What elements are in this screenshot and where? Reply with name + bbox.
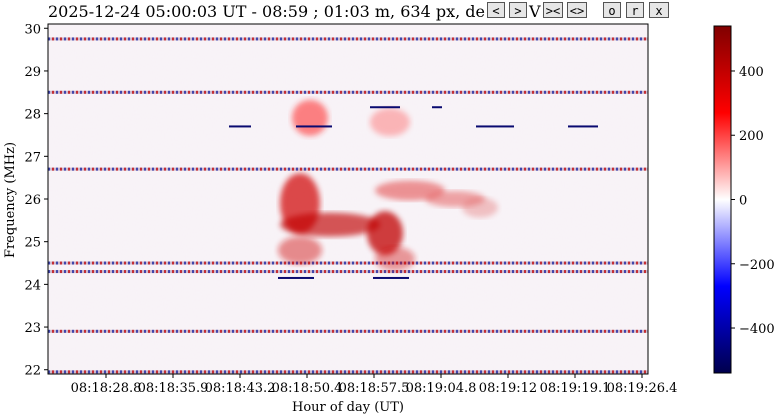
x-tick-label: 08:19:19.1 — [540, 381, 611, 396]
x-tick-label: 08:18:57.5 — [339, 381, 410, 396]
signal-segment — [229, 125, 251, 128]
x-tick-label: 08:19:12 — [479, 381, 537, 396]
burst-emission — [375, 246, 415, 271]
colorbar-tick-label: 200 — [739, 129, 764, 144]
signal-segment — [370, 106, 400, 109]
y-tick-label: 29 — [24, 65, 41, 80]
y-tick-label: 28 — [24, 108, 41, 123]
burst-emission — [462, 197, 498, 218]
burst-emission — [278, 236, 322, 265]
x-tick-label: 08:18:50.4 — [272, 381, 343, 396]
x-tick-label: 08:19:04.8 — [406, 381, 477, 396]
signal-segment — [373, 276, 409, 279]
y-axis-label: Frequency (MHz) — [3, 142, 18, 258]
signal-segment — [432, 106, 442, 109]
close-button[interactable]: x — [649, 2, 669, 18]
colorbar-tick-label: 400 — [739, 65, 764, 80]
colorbar — [713, 25, 732, 374]
heatmap-area — [48, 24, 648, 374]
y-tick-label: 25 — [24, 236, 41, 251]
signal-segment — [278, 276, 314, 279]
x-tick-label: 08:19:26.4 — [607, 381, 678, 396]
colorbar-tick-label: −200 — [739, 258, 775, 273]
o-button[interactable]: o — [603, 2, 621, 18]
x-tick-label: 08:18:43.2 — [205, 381, 276, 396]
next-button[interactable]: > — [509, 2, 527, 18]
zoom-out-button[interactable]: <> — [567, 2, 587, 18]
v-label: V — [529, 2, 541, 21]
burst-emission — [280, 212, 380, 237]
y-tick-label: 23 — [24, 321, 41, 336]
prev-button[interactable]: < — [487, 2, 505, 18]
signal-segment — [568, 125, 598, 128]
x-tick-label: 08:18:35.9 — [138, 381, 209, 396]
burst-emission — [367, 211, 403, 256]
x-axis-label: Hour of day (UT) — [292, 400, 404, 415]
signal-segment — [476, 125, 514, 128]
r-button[interactable]: r — [626, 2, 644, 18]
colorbar-tick-label: 0 — [739, 194, 747, 209]
burst-emission — [292, 99, 328, 136]
signal-segment — [296, 125, 332, 128]
plot-title: 2025-12-24 05:00:03 UT - 08:59 ; 01:03 m… — [48, 2, 485, 21]
y-tick-label: 30 — [24, 22, 41, 37]
y-tick-label: 26 — [24, 193, 41, 208]
zoom-in-button[interactable]: >< — [543, 2, 563, 18]
y-tick-label: 22 — [24, 364, 41, 379]
y-tick-label: 27 — [24, 150, 41, 165]
x-tick-label: 08:18:28.8 — [71, 381, 142, 396]
colorbar-tick-label: −400 — [739, 322, 775, 337]
burst-emission — [370, 108, 410, 137]
burst-emission — [375, 180, 445, 201]
y-tick-label: 24 — [24, 278, 41, 293]
